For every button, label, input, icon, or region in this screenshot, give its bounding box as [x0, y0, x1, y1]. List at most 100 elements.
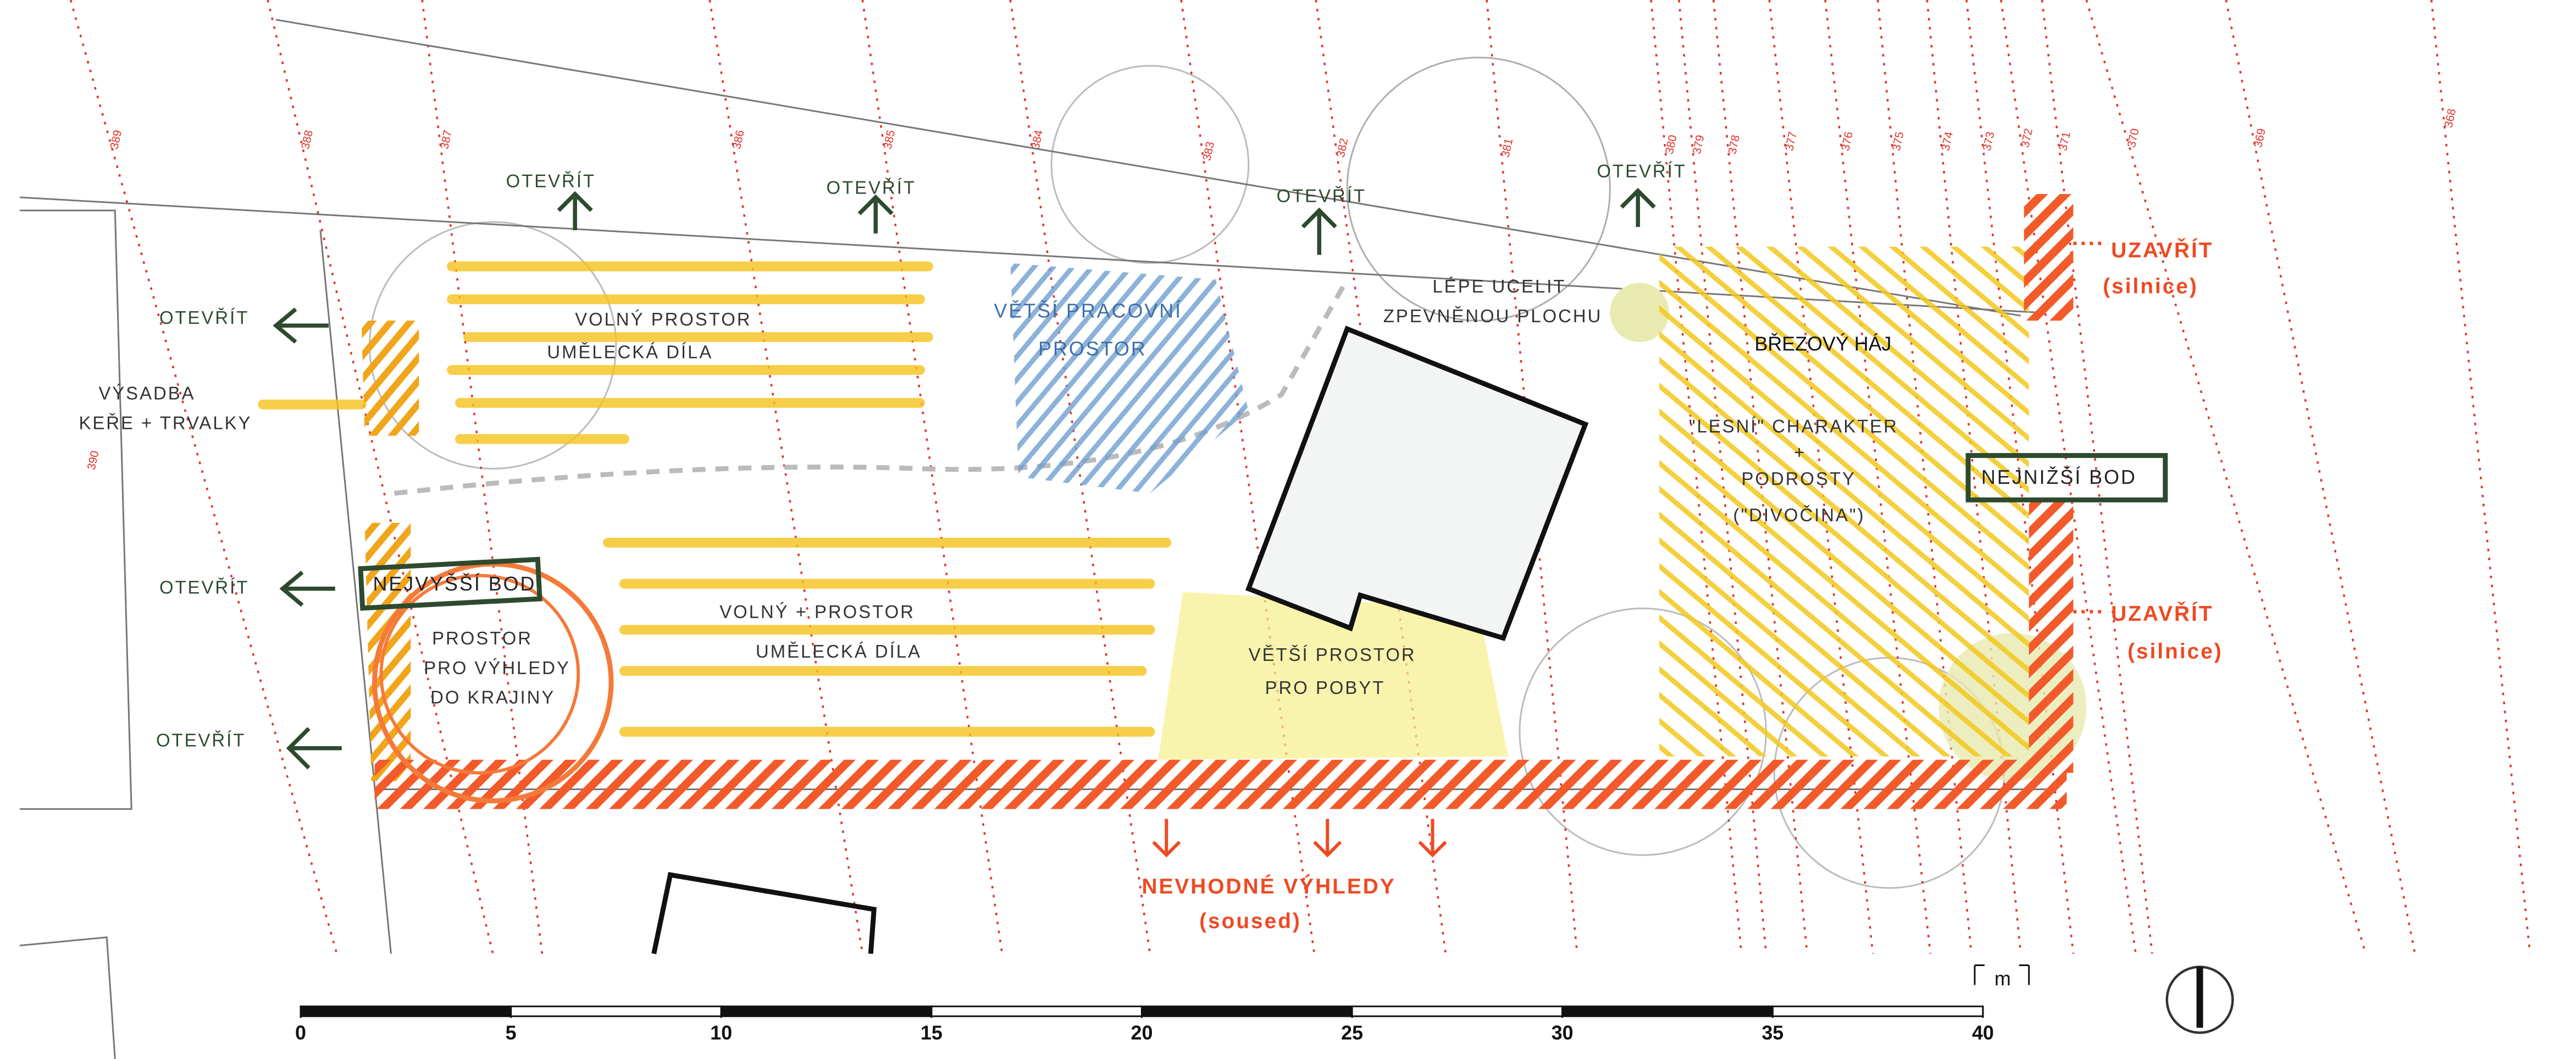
- zone-label: PROSTOR: [1038, 338, 1147, 360]
- contour-line: [2430, 0, 2531, 954]
- planting-label: VÝSADBA: [98, 383, 195, 403]
- scale-label: 10: [710, 1022, 732, 1044]
- stay-zone: [1158, 592, 1509, 760]
- zone-label: DO KRAJINY: [430, 687, 555, 708]
- point-label: NEJVYŠŠÍ BOD: [373, 573, 536, 595]
- scale-segment: [510, 1005, 722, 1017]
- arrow: [1313, 819, 1342, 858]
- scale-segment: [1561, 1005, 1774, 1017]
- tree-crown: [1610, 283, 1669, 343]
- warning-label: NEVHODNÉ VÝHLEDY: [1142, 874, 1395, 898]
- path: [394, 278, 1350, 496]
- zone-label: PRO VÝHLEDY: [424, 658, 570, 678]
- neighbor-line: [19, 209, 132, 810]
- arrow: [1418, 819, 1447, 858]
- yellow-strips: [258, 261, 1172, 737]
- open-label: OTEVŘÍT: [1277, 186, 1366, 206]
- arrow: [557, 191, 593, 230]
- scale-label: 30: [1552, 1022, 1574, 1044]
- open-arrows: [273, 187, 1656, 770]
- zone-label: ZPEVNĚNOU PLOCHU: [1383, 306, 1602, 326]
- label-box: [358, 556, 542, 611]
- scale-label: 35: [1761, 1022, 1783, 1044]
- arrow: [1301, 207, 1337, 255]
- scale-label: 15: [921, 1022, 943, 1044]
- planting-label: KEŘE + TRVALKY: [79, 412, 252, 433]
- tree-crown: [1050, 65, 1250, 264]
- label-box: [1965, 453, 2168, 503]
- contour-line: [2041, 0, 2153, 954]
- zone-label: PROSTOR: [432, 628, 533, 648]
- arrow: [273, 307, 329, 344]
- close-label: UZAVŘÍT: [2111, 602, 2213, 626]
- contour-line: [2000, 0, 2137, 954]
- zone-label: VĚTŠÍ PRACOVNÍ: [994, 300, 1182, 322]
- zone-label: +: [1794, 442, 1806, 462]
- zone-label: UMĚLECKÁ DÍLA: [756, 641, 922, 661]
- zone-label: PRO POBYT: [1265, 677, 1386, 698]
- arrow: [286, 727, 342, 770]
- contour-line: [1180, 0, 1316, 954]
- zone-label: UMĚLECKÁ DÍLA: [547, 342, 713, 362]
- scale-unit: m: [1995, 968, 2011, 990]
- scale-bar: 0 5 10 15 20 25 30 35 40 m: [295, 964, 2030, 1044]
- scale-segment: [1351, 1005, 1564, 1017]
- open-label: OTEVŘÍT: [827, 178, 916, 198]
- contour-line: [267, 0, 494, 955]
- zone-label: VOLNÝ + PROSTOR: [719, 602, 915, 622]
- view-circle: [379, 573, 580, 775]
- close-label: (silnice): [2103, 275, 2198, 299]
- arrow: [857, 194, 894, 234]
- warning-arrows: [1152, 241, 2107, 858]
- closed-edge: [2024, 194, 2074, 321]
- scale-segment: [720, 1005, 933, 1017]
- scale-segment: [1140, 1005, 1353, 1017]
- forest-zone: [1659, 246, 2029, 757]
- warning-label: (soused): [1199, 909, 1301, 933]
- open-label: OTEVŘÍT: [506, 171, 596, 191]
- hatch: [361, 321, 419, 436]
- contour-line: [421, 0, 544, 954]
- close-label: (silnice): [2128, 640, 2223, 664]
- zone-label: ("DIVOČINA"): [1733, 505, 1865, 525]
- close-label: UZAVŘÍT: [2111, 238, 2213, 262]
- scale-label: 5: [506, 1022, 517, 1044]
- neighbor-line: [19, 936, 116, 1059]
- zone-label: LÉPE UCELIT: [1433, 276, 1566, 296]
- open-label: OTEVŘÍT: [156, 730, 246, 750]
- hatch: [364, 523, 411, 781]
- labels: OTEVŘÍT OTEVŘÍT OTEVŘÍT OTEVŘÍT OTEVŘÍT …: [79, 161, 2223, 933]
- unit-bracket: [1974, 964, 2030, 985]
- boundary-line: [319, 230, 392, 954]
- scale-segment: [1771, 1005, 1984, 1017]
- zone-label: BŘEZOVÝ HÁJ: [1754, 333, 1891, 355]
- arrow: [2073, 241, 2107, 614]
- closed-edge: [374, 759, 2067, 809]
- open-label: OTEVŘÍT: [159, 307, 249, 328]
- tree-crown: [1346, 57, 1611, 322]
- scale-label: 0: [295, 1022, 306, 1044]
- scale-label: 40: [1972, 1022, 1994, 1044]
- arrow: [279, 570, 335, 607]
- zone-label: "LESNÍ" CHARAKTER: [1689, 416, 1898, 436]
- arrow: [1152, 819, 1181, 858]
- open-label: OTEVŘÍT: [1597, 161, 1686, 181]
- scale-label: 25: [1341, 1022, 1363, 1044]
- zones: [361, 194, 2074, 809]
- scale-segment: [300, 1005, 512, 1017]
- closed-edge: [2029, 501, 2074, 773]
- scale-segment: [930, 1005, 1143, 1017]
- point-label: NEJNIŽŠÍ BOD: [1981, 466, 2137, 488]
- zone-label: PODROSTY: [1742, 468, 1856, 489]
- contour-line: [69, 0, 338, 955]
- zone-label: VĚTŠÍ PROSTOR: [1249, 644, 1416, 665]
- scale-label: 20: [1131, 1022, 1153, 1044]
- arrow: [1620, 187, 1656, 227]
- work-zone: [1010, 263, 1249, 494]
- building: [651, 872, 877, 955]
- zone-label: VOLNÝ PROSTOR: [575, 309, 751, 329]
- open-label: OTEVŘÍT: [159, 577, 249, 597]
